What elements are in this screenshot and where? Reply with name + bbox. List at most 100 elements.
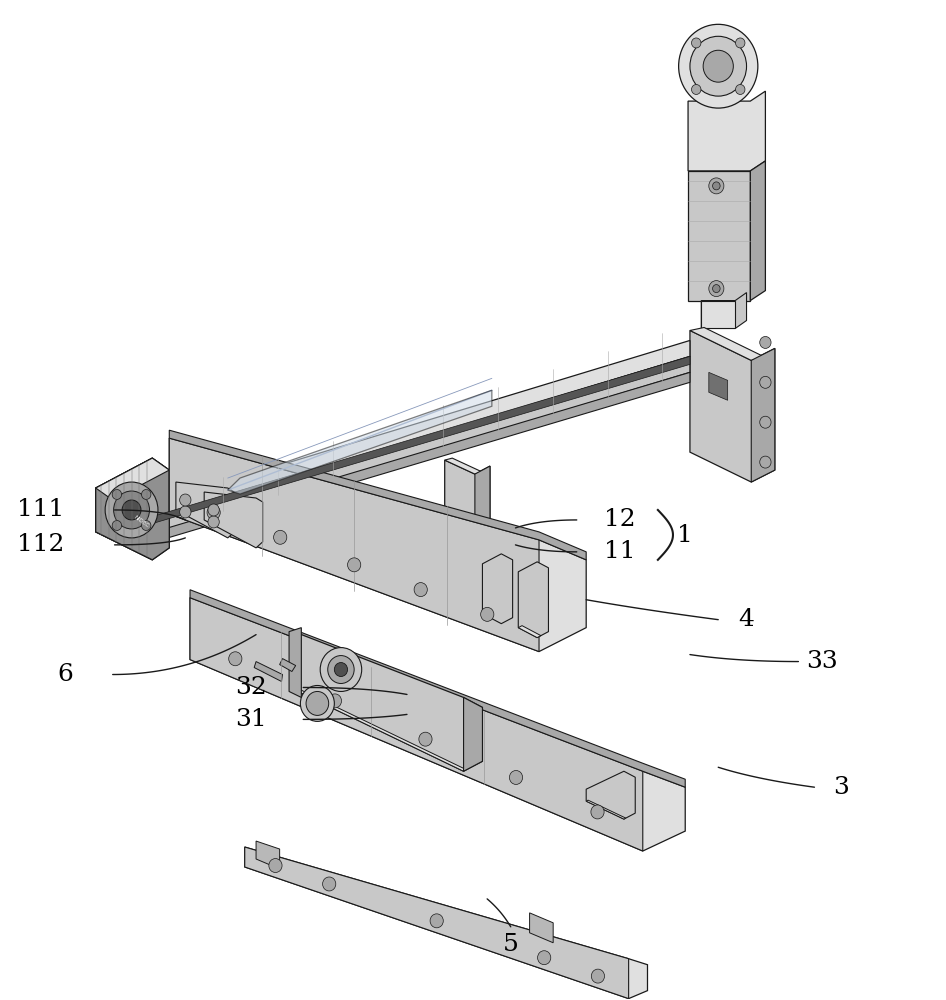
Polygon shape — [190, 590, 685, 787]
Polygon shape — [245, 847, 647, 999]
Polygon shape — [141, 372, 690, 546]
Circle shape — [334, 663, 347, 677]
Circle shape — [591, 969, 604, 983]
Polygon shape — [96, 458, 169, 500]
Text: 12: 12 — [604, 508, 636, 531]
Polygon shape — [169, 430, 587, 560]
Polygon shape — [518, 562, 549, 638]
Polygon shape — [280, 659, 296, 672]
Polygon shape — [688, 171, 750, 301]
Circle shape — [692, 84, 701, 94]
Circle shape — [760, 456, 771, 468]
Circle shape — [114, 491, 149, 529]
Polygon shape — [141, 356, 690, 527]
Circle shape — [760, 416, 771, 428]
Circle shape — [307, 691, 328, 715]
Text: 33: 33 — [806, 650, 838, 673]
Polygon shape — [204, 492, 263, 548]
Circle shape — [207, 506, 220, 520]
Polygon shape — [701, 301, 735, 328]
Circle shape — [509, 770, 522, 784]
Circle shape — [113, 520, 122, 530]
Polygon shape — [169, 438, 539, 652]
Circle shape — [678, 24, 758, 108]
Circle shape — [347, 558, 360, 572]
Polygon shape — [475, 466, 490, 578]
Circle shape — [712, 182, 720, 190]
Circle shape — [703, 50, 733, 82]
Polygon shape — [709, 372, 727, 400]
Polygon shape — [750, 161, 765, 301]
Circle shape — [269, 859, 282, 873]
Circle shape — [208, 516, 219, 528]
Circle shape — [327, 656, 354, 683]
Circle shape — [113, 489, 122, 499]
Circle shape — [142, 489, 151, 499]
Polygon shape — [294, 687, 465, 771]
Polygon shape — [690, 330, 775, 482]
Polygon shape — [445, 458, 482, 474]
Circle shape — [760, 376, 771, 388]
Polygon shape — [688, 91, 765, 171]
Polygon shape — [96, 458, 169, 560]
Circle shape — [430, 914, 444, 928]
Text: 4: 4 — [739, 608, 755, 631]
Polygon shape — [482, 554, 513, 624]
Text: 6: 6 — [58, 663, 74, 686]
Polygon shape — [518, 626, 541, 638]
Text: 32: 32 — [236, 676, 267, 699]
Circle shape — [273, 530, 287, 544]
Text: 112: 112 — [17, 533, 64, 556]
Text: 1: 1 — [677, 524, 693, 547]
Circle shape — [301, 685, 334, 721]
Text: 11: 11 — [604, 540, 636, 563]
Polygon shape — [530, 913, 553, 943]
Polygon shape — [256, 841, 280, 869]
Polygon shape — [445, 460, 490, 578]
Polygon shape — [176, 482, 235, 538]
Polygon shape — [464, 697, 482, 771]
Polygon shape — [701, 293, 746, 328]
Polygon shape — [254, 662, 283, 681]
Text: 31: 31 — [236, 708, 267, 731]
Polygon shape — [587, 771, 635, 819]
Text: 3: 3 — [832, 776, 849, 799]
Polygon shape — [96, 458, 152, 560]
Polygon shape — [690, 327, 765, 360]
Polygon shape — [751, 348, 775, 482]
Circle shape — [105, 482, 158, 538]
Circle shape — [760, 336, 771, 348]
Polygon shape — [190, 598, 642, 851]
Circle shape — [320, 648, 361, 691]
Circle shape — [709, 281, 724, 297]
Circle shape — [709, 178, 724, 194]
Circle shape — [481, 607, 494, 621]
Circle shape — [690, 36, 746, 96]
Polygon shape — [96, 458, 169, 560]
Circle shape — [591, 805, 604, 819]
Polygon shape — [228, 390, 492, 494]
Circle shape — [323, 877, 336, 891]
Polygon shape — [587, 800, 626, 819]
Polygon shape — [294, 632, 482, 771]
Circle shape — [414, 583, 428, 597]
Circle shape — [712, 285, 720, 293]
Circle shape — [692, 38, 701, 48]
Polygon shape — [141, 356, 690, 536]
Circle shape — [229, 652, 242, 666]
Circle shape — [142, 520, 151, 530]
Polygon shape — [169, 438, 587, 652]
Text: 5: 5 — [502, 933, 518, 956]
Polygon shape — [245, 847, 629, 999]
Circle shape — [419, 732, 432, 746]
Circle shape — [736, 84, 745, 94]
Circle shape — [180, 506, 191, 518]
Polygon shape — [289, 628, 302, 697]
Text: NIDEC: NIDEC — [132, 515, 149, 529]
Circle shape — [537, 951, 551, 965]
Circle shape — [208, 504, 219, 516]
Circle shape — [180, 494, 191, 506]
Circle shape — [122, 500, 141, 520]
Circle shape — [328, 694, 342, 708]
Polygon shape — [141, 340, 690, 520]
